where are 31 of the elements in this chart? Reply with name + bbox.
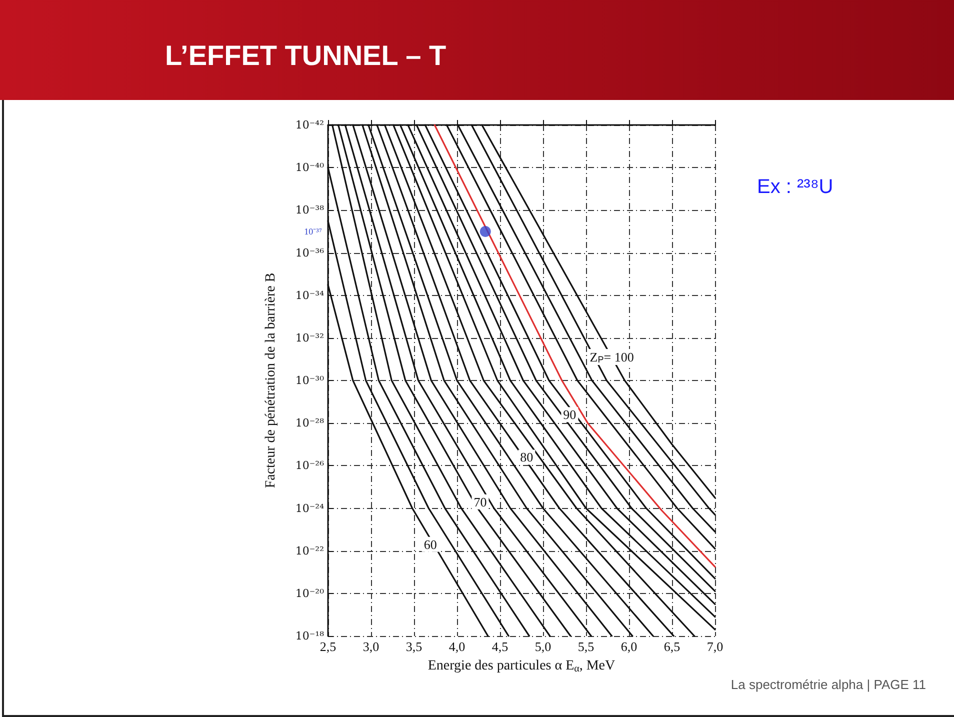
x-tick-label: 5,0 <box>534 639 552 654</box>
x-tick-label: 6,5 <box>664 639 680 654</box>
y-tick-label: 10⁻³⁸ <box>295 204 325 217</box>
x-tick-label: 3,0 <box>362 639 380 654</box>
annotation: 10⁻³⁷ <box>304 226 322 236</box>
annotation: 80 <box>520 450 534 465</box>
y-tick-label: 10⁻²⁰ <box>295 586 325 600</box>
y-tick-label: 10⁻²⁶ <box>295 459 325 472</box>
y-tick-label: 10⁻³⁴ <box>295 288 325 302</box>
y-tick-label: 10⁻⁴⁰ <box>295 161 325 174</box>
annotation: ZP= 100 <box>590 350 634 365</box>
y-axis-title: Facteur de pénétration de la barrière B <box>264 272 278 488</box>
y-tick-label: 10⁻⁴² <box>295 118 324 132</box>
x-tick-label: 7,0 <box>706 639 724 654</box>
y-tick-label: 10⁻³² <box>295 331 324 344</box>
x-tick-label: 4,5 <box>492 639 508 654</box>
y-tick-label: 10⁻²⁴ <box>295 502 325 515</box>
text: Ex : ²³⁸U <box>757 176 834 199</box>
x-tick-label: 5,5 <box>578 639 594 654</box>
text: La spectrométrie alpha | PAGE 11 <box>730 677 926 692</box>
y-tick-label: 10⁻³⁶ <box>295 246 325 260</box>
y-tick-label: 10⁻²⁸ <box>295 416 325 430</box>
x-tick-label: 4,0 <box>448 639 466 654</box>
annotation: 60 <box>424 536 437 552</box>
chart-title: L’EFFET TUNNEL – T <box>165 40 446 72</box>
annotation: 90 <box>563 407 576 422</box>
x-tick-label: 6,0 <box>620 639 638 654</box>
y-tick-label: 10⁻³⁰ <box>295 374 325 387</box>
x-tick-label: 3,5 <box>406 639 422 654</box>
y-tick-label: 10⁻²² <box>295 544 324 558</box>
annotation: 70 <box>474 494 487 510</box>
